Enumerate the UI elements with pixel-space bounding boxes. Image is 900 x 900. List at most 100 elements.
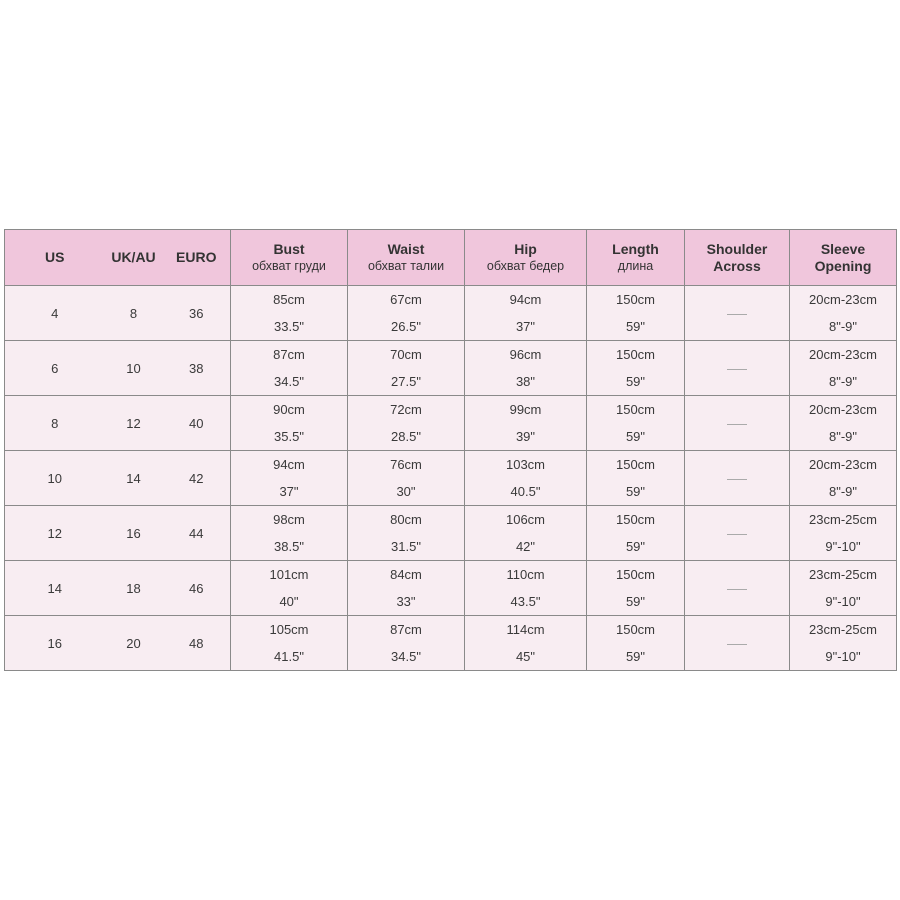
value-cm: 114cm bbox=[506, 622, 545, 637]
value-inches: 35.5" bbox=[274, 429, 304, 444]
cell-hip: 99cm 39" bbox=[464, 395, 587, 451]
header-subtitle: обхват груди bbox=[252, 258, 326, 273]
cell-bust: 98cm 38.5" bbox=[230, 505, 348, 561]
value-cm: 23cm-25cm bbox=[809, 512, 877, 527]
cell-sleeve: 20cm-23cm 8"-9" bbox=[789, 285, 897, 341]
table-row: 6 10 38 87cm 34.5" 70cm 27.5" 96cm 38" 150cm 59" 20… bbox=[4, 340, 897, 396]
value-cm: 23cm-25cm bbox=[809, 622, 877, 637]
value-cm: 67cm bbox=[390, 292, 422, 307]
value-cm: 150cm bbox=[615, 457, 656, 472]
value-cm: 90cm bbox=[273, 402, 305, 417]
value-inches: 59" bbox=[625, 539, 646, 554]
cell-euro: 36 bbox=[162, 285, 231, 341]
cell-hip: 94cm 37" bbox=[464, 285, 587, 341]
dash-placeholder bbox=[727, 643, 747, 645]
cell-us: 12 bbox=[4, 505, 105, 561]
cell-euro: 44 bbox=[162, 505, 231, 561]
header-title: Waist bbox=[387, 240, 425, 257]
value-inches: 37" bbox=[279, 484, 299, 499]
cell-length: 150cm 59" bbox=[586, 340, 685, 396]
value-cm: 106cm bbox=[505, 512, 546, 527]
value-inches: 33.5" bbox=[274, 319, 304, 334]
value-inches: 33" bbox=[396, 594, 416, 609]
cell-us: 4 bbox=[4, 285, 105, 341]
cell-uk: 16 bbox=[104, 505, 163, 561]
value-inches: 31.5" bbox=[391, 539, 421, 554]
header-title: Length bbox=[612, 240, 659, 257]
cell-euro: 48 bbox=[162, 615, 231, 671]
cell-us: 6 bbox=[4, 340, 105, 396]
value-inches: 38.5" bbox=[274, 539, 304, 554]
cell-shoulder bbox=[684, 395, 790, 451]
value-cm: 87cm bbox=[273, 347, 305, 362]
value-cm: 150cm bbox=[615, 622, 656, 637]
value-inches: 38" bbox=[515, 374, 536, 389]
value-inches: 45" bbox=[515, 649, 536, 664]
cell-bust: 105cm 41.5" bbox=[230, 615, 348, 671]
cell-euro: 40 bbox=[162, 395, 231, 451]
value-cm: 150cm bbox=[615, 512, 656, 527]
value-inches: 8"-9" bbox=[828, 484, 858, 499]
cell-bust: 90cm 35.5" bbox=[230, 395, 348, 451]
cell-waist: 80cm 31.5" bbox=[347, 505, 465, 561]
header-us: US bbox=[4, 229, 105, 286]
header-title: Sleeve bbox=[820, 240, 866, 257]
header-sleeve: Sleeve Opening bbox=[789, 229, 897, 286]
cell-euro: 38 bbox=[162, 340, 231, 396]
cell-euro: 42 bbox=[162, 450, 231, 506]
value-cm: 85cm bbox=[273, 292, 305, 307]
value-inches: 28.5" bbox=[391, 429, 421, 444]
value-inches: 59" bbox=[625, 374, 646, 389]
cell-shoulder bbox=[684, 340, 790, 396]
header-subtitle: обхват бедер bbox=[486, 258, 565, 273]
cell-waist: 72cm 28.5" bbox=[347, 395, 465, 451]
value-cm: 150cm bbox=[615, 567, 656, 582]
cell-hip: 110cm 43.5" bbox=[464, 560, 587, 616]
header-length: Length длина bbox=[586, 229, 685, 286]
value-inches: 37" bbox=[515, 319, 536, 334]
cell-waist: 67cm 26.5" bbox=[347, 285, 465, 341]
value-cm: 70cm bbox=[390, 347, 422, 362]
value-cm: 20cm-23cm bbox=[809, 402, 877, 417]
cell-length: 150cm 59" bbox=[586, 615, 685, 671]
cell-shoulder bbox=[684, 285, 790, 341]
cell-sleeve: 23cm-25cm 9"-10" bbox=[789, 505, 897, 561]
cell-length: 150cm 59" bbox=[586, 450, 685, 506]
table-row: 4 8 36 85cm 33.5" 67cm 26.5" 94cm 37" 150cm 59" 20c… bbox=[4, 285, 897, 341]
value-inches: 8"-9" bbox=[828, 319, 858, 334]
table-row: 16 20 48 105cm 41.5" 87cm 34.5" 114cm 45" 150cm 59… bbox=[4, 615, 897, 671]
value-inches: 40.5" bbox=[510, 484, 541, 499]
header-hip: Hip обхват бедер bbox=[464, 229, 587, 286]
value-cm: 20cm-23cm bbox=[809, 347, 877, 362]
value-inches: 59" bbox=[625, 319, 646, 334]
value-inches: 42" bbox=[515, 539, 536, 554]
value-cm: 105cm bbox=[269, 622, 309, 637]
cell-bust: 101cm 40" bbox=[230, 560, 348, 616]
cell-sleeve: 20cm-23cm 8"-9" bbox=[789, 450, 897, 506]
dash-placeholder bbox=[727, 313, 747, 315]
cell-length: 150cm 59" bbox=[586, 505, 685, 561]
cell-uk: 18 bbox=[104, 560, 163, 616]
cell-us: 14 bbox=[4, 560, 105, 616]
value-cm: 98cm bbox=[273, 512, 305, 527]
value-inches: 30" bbox=[396, 484, 416, 499]
cell-us: 16 bbox=[4, 615, 105, 671]
header-title: US bbox=[45, 249, 65, 265]
cell-bust: 87cm 34.5" bbox=[230, 340, 348, 396]
value-cm: 94cm bbox=[273, 457, 305, 472]
cell-sleeve: 23cm-25cm 9"-10" bbox=[789, 615, 897, 671]
value-inches: 39" bbox=[515, 429, 536, 444]
cell-sleeve: 20cm-23cm 8"-9" bbox=[789, 395, 897, 451]
value-inches: 9"-10" bbox=[825, 594, 861, 609]
value-cm: 96cm bbox=[509, 347, 542, 362]
header-uk-au: UK/AU bbox=[104, 229, 163, 286]
header-row: US UK/AU EURO Bust обхват груди Waist обхват т… bbox=[4, 229, 897, 286]
value-inches: 59" bbox=[625, 484, 646, 499]
value-cm: 72cm bbox=[390, 402, 422, 417]
value-cm: 150cm bbox=[615, 402, 656, 417]
header-euro: EURO bbox=[162, 229, 231, 286]
value-cm: 101cm bbox=[269, 567, 309, 582]
cell-uk: 14 bbox=[104, 450, 163, 506]
value-inches: 59" bbox=[625, 594, 646, 609]
value-inches: 40" bbox=[279, 594, 299, 609]
